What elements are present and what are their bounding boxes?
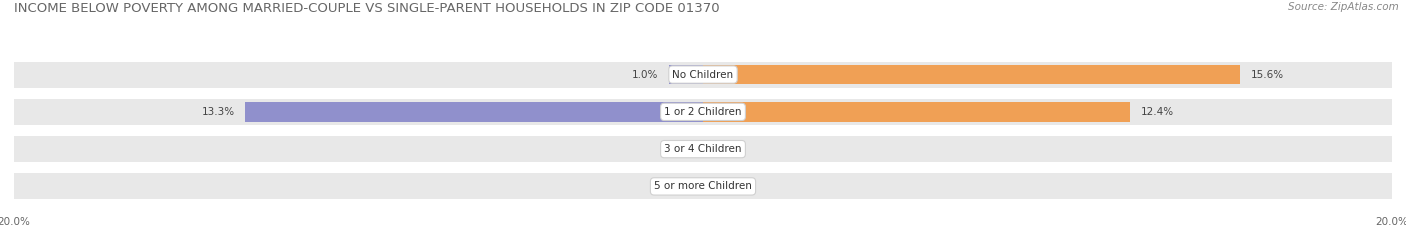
Text: 1.0%: 1.0% bbox=[631, 70, 658, 79]
Bar bbox=[14, 136, 1392, 162]
Text: 0.0%: 0.0% bbox=[713, 182, 740, 191]
Text: 13.3%: 13.3% bbox=[201, 107, 235, 117]
Text: Source: ZipAtlas.com: Source: ZipAtlas.com bbox=[1288, 2, 1399, 12]
Text: 15.6%: 15.6% bbox=[1251, 70, 1284, 79]
Text: 3 or 4 Children: 3 or 4 Children bbox=[664, 144, 742, 154]
Text: 0.0%: 0.0% bbox=[666, 182, 693, 191]
Bar bbox=[703, 102, 1130, 122]
Bar bbox=[703, 65, 1240, 84]
Text: 12.4%: 12.4% bbox=[1140, 107, 1174, 117]
Text: 0.0%: 0.0% bbox=[713, 144, 740, 154]
Text: 0.0%: 0.0% bbox=[666, 144, 693, 154]
Text: INCOME BELOW POVERTY AMONG MARRIED-COUPLE VS SINGLE-PARENT HOUSEHOLDS IN ZIP COD: INCOME BELOW POVERTY AMONG MARRIED-COUPL… bbox=[14, 2, 720, 15]
Text: 1 or 2 Children: 1 or 2 Children bbox=[664, 107, 742, 117]
Bar bbox=[14, 99, 1392, 125]
Bar bbox=[245, 102, 703, 122]
Text: 5 or more Children: 5 or more Children bbox=[654, 182, 752, 191]
Bar bbox=[14, 62, 1392, 88]
Bar bbox=[14, 173, 1392, 199]
Bar bbox=[669, 65, 703, 84]
Text: No Children: No Children bbox=[672, 70, 734, 79]
